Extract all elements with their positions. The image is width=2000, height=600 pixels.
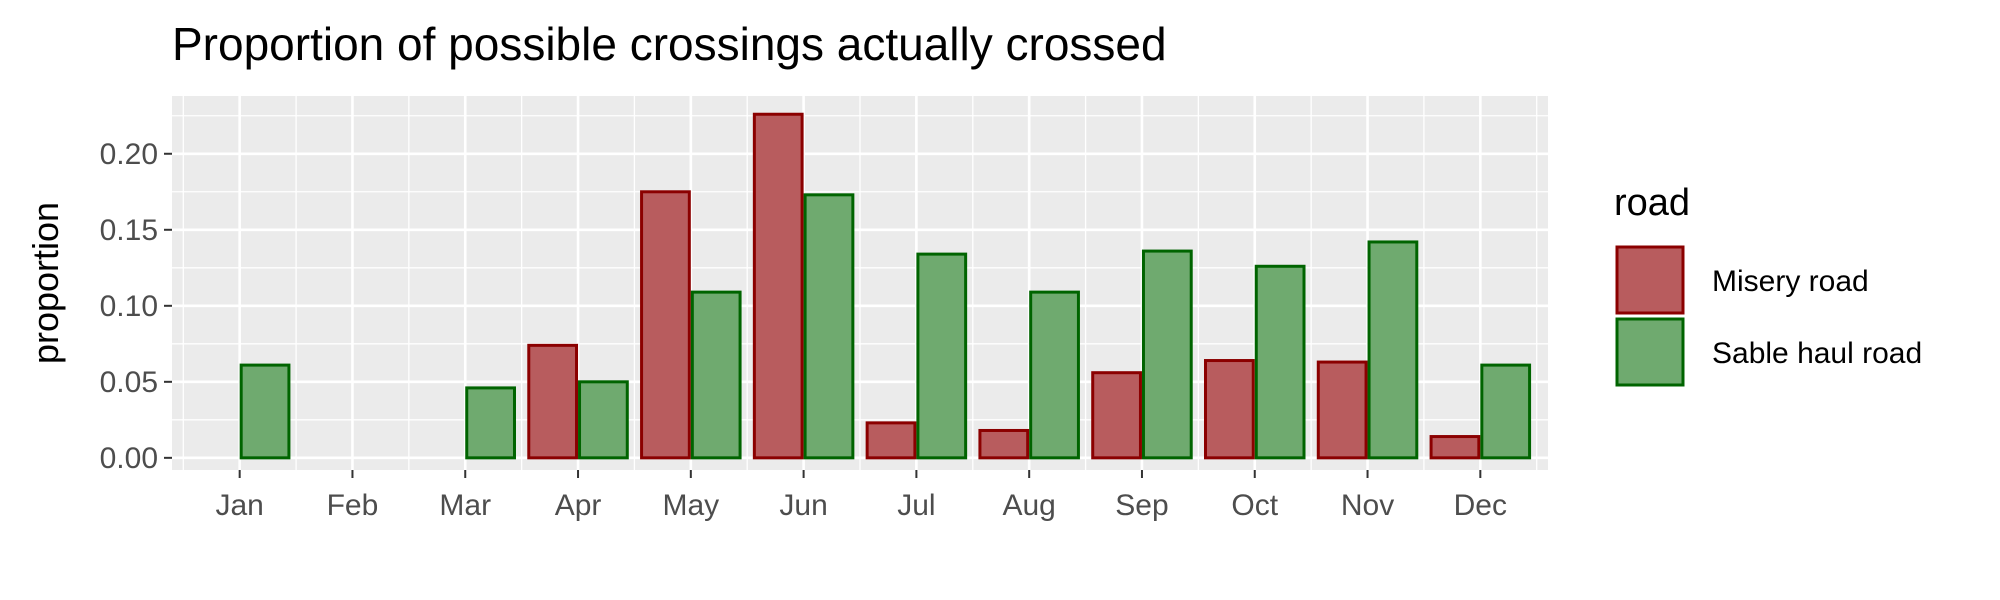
- chart-title: Proportion of possible crossings actuall…: [172, 18, 1167, 70]
- y-axis: 0.00 0.05 0.10 0.15 0.20: [100, 138, 172, 475]
- x-tick-label-dec: Dec: [1454, 489, 1507, 522]
- bar-sable-oct: [1254, 264, 1306, 460]
- bar-misery-dec: [1429, 435, 1481, 460]
- legend-label-misery: Misery road: [1712, 265, 1869, 298]
- bar-misery-oct: [1204, 359, 1255, 460]
- x-tick-label-feb: Feb: [327, 489, 379, 522]
- x-tick-label-sep: Sep: [1115, 489, 1168, 522]
- bar-sable-jun: [803, 193, 855, 460]
- x-tick-label-jul: Jul: [897, 489, 935, 522]
- bar-sable-aug: [1029, 290, 1080, 460]
- legend-label-sable: Sable haul road: [1712, 337, 1922, 370]
- bar-sable-dec: [1480, 363, 1532, 460]
- y-axis-label: proportion: [25, 202, 66, 364]
- x-tick-label-aug: Aug: [1002, 489, 1055, 522]
- plot-panel: [172, 96, 1548, 470]
- legend-key-misery: [1615, 245, 1685, 315]
- x-tick-label-may: May: [662, 489, 719, 522]
- bar-misery-may: [640, 190, 691, 460]
- bar-sable-jul: [916, 252, 968, 460]
- bar-misery-apr: [527, 343, 579, 460]
- x-tick-label-mar: Mar: [439, 489, 491, 522]
- bar-sable-mar: [465, 386, 517, 460]
- bar-misery-jun: [752, 112, 804, 460]
- y-tick-label: 0.15: [100, 214, 158, 247]
- x-tick-label-apr: Apr: [555, 489, 602, 522]
- bar-sable-sep: [1141, 249, 1193, 460]
- bar-misery-sep: [1091, 371, 1142, 460]
- x-tick-label-jan: Jan: [215, 489, 263, 522]
- bars: [239, 112, 1532, 460]
- bar-sable-may: [690, 290, 742, 460]
- legend-items: Misery road Sable haul road: [1615, 245, 1922, 387]
- x-tick-label-oct: Oct: [1231, 489, 1278, 522]
- bar-misery-nov: [1316, 360, 1368, 460]
- legend: road Misery road Sable haul road: [1614, 182, 1922, 387]
- bar-misery-aug: [978, 428, 1030, 460]
- y-tick-label: 0.00: [100, 442, 158, 475]
- bar-sable-nov: [1367, 240, 1419, 460]
- y-tick-label: 0.10: [100, 290, 158, 323]
- y-tick-label: 0.05: [100, 366, 158, 399]
- x-axis: Jan Feb Mar Apr May Jun Jul Aug Sep Oct Nov Dec: [215, 470, 1507, 522]
- bar-sable-apr: [578, 380, 629, 460]
- bar-misery-jul: [865, 421, 917, 460]
- x-tick-label-nov: Nov: [1341, 489, 1394, 522]
- legend-key-sable: [1615, 317, 1685, 387]
- bar-sable-jan: [239, 363, 291, 460]
- y-tick-label: 0.20: [100, 138, 158, 171]
- x-tick-label-jun: Jun: [779, 489, 827, 522]
- legend-title: road: [1614, 182, 1690, 224]
